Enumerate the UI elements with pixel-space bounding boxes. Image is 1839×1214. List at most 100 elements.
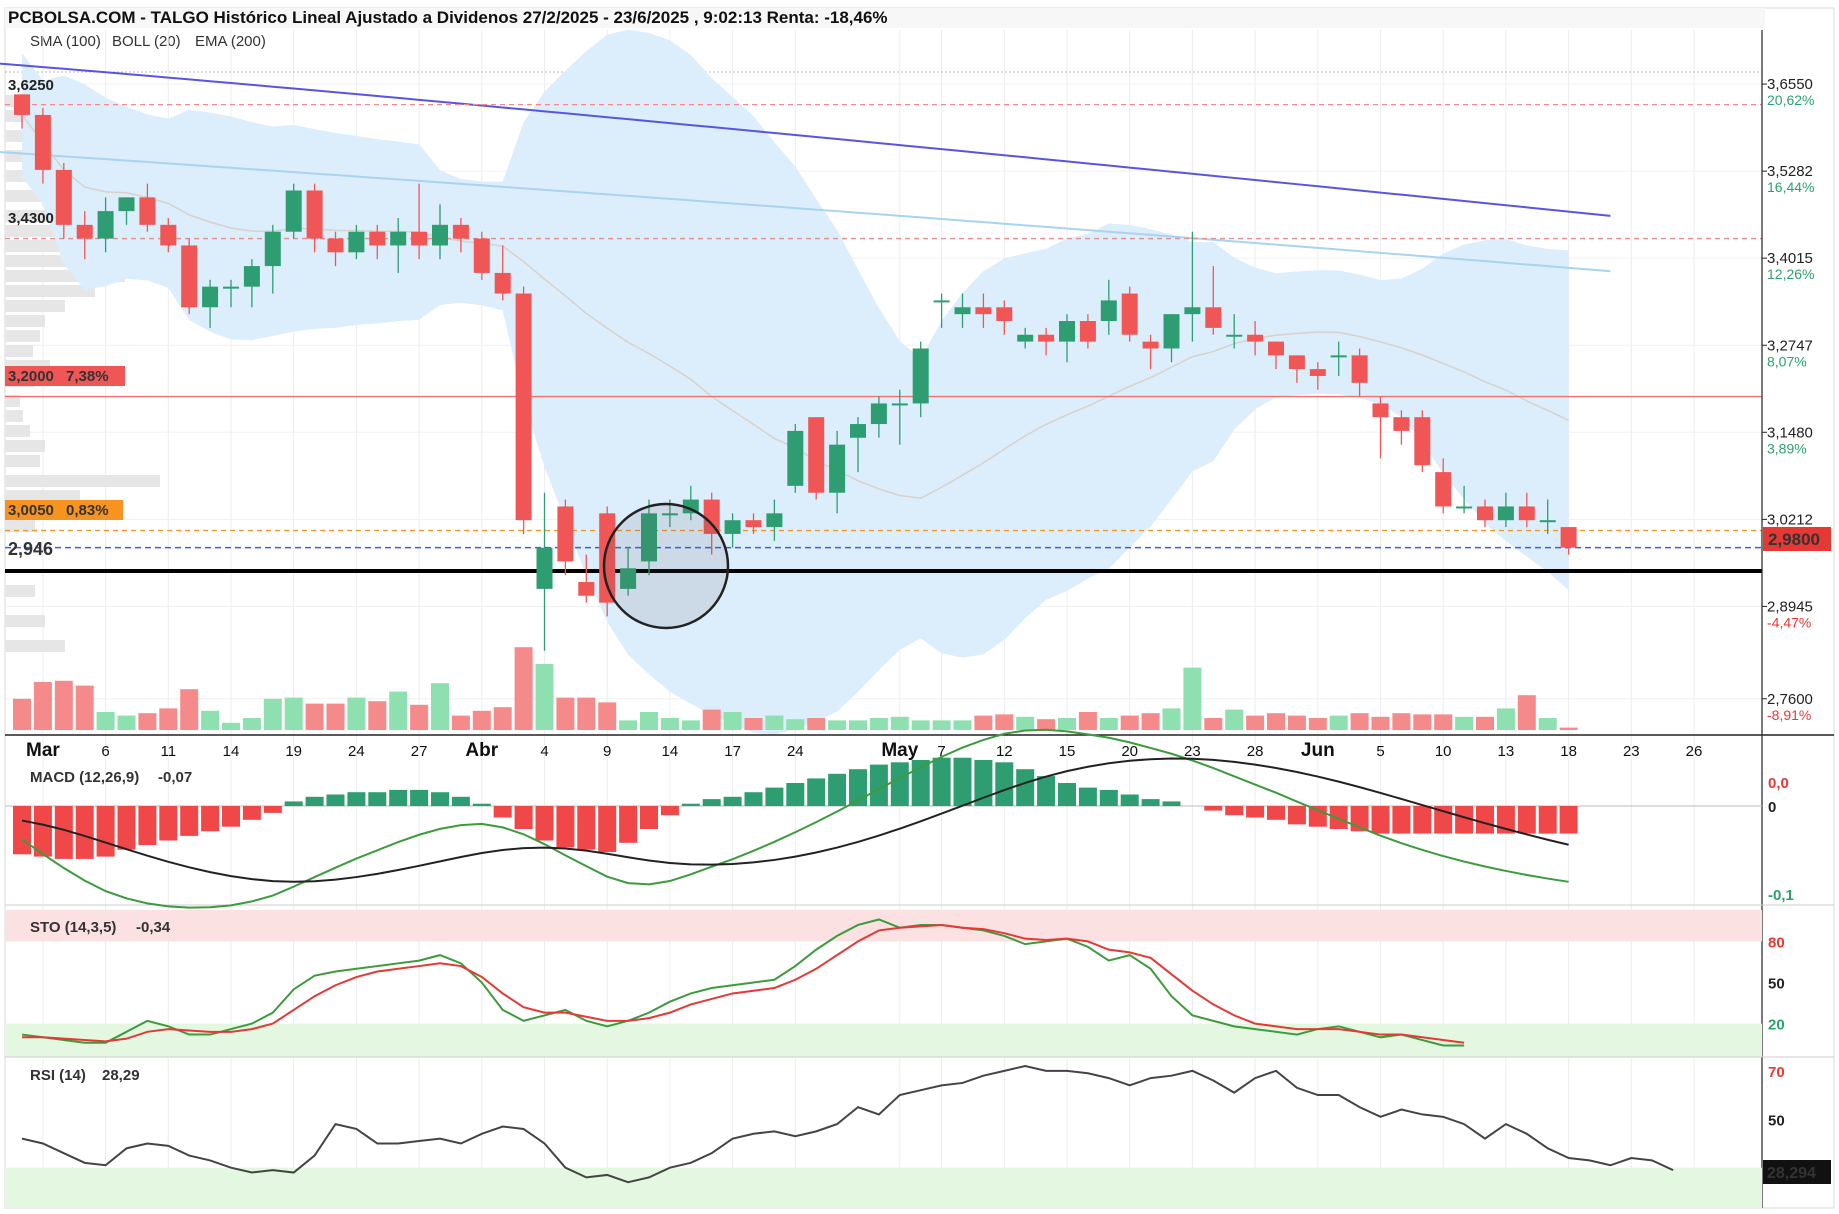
date-tick-label: 13: [1498, 743, 1515, 760]
macd-hist-bar: [1287, 806, 1306, 825]
macd-label: MACD (12,26,9): [30, 769, 139, 786]
macd-hist-bar: [1371, 806, 1390, 834]
volume-bar: [159, 708, 178, 730]
macd-hist-bar: [869, 764, 888, 806]
macd-hist-bar: [556, 806, 575, 848]
date-tick-label: 17: [724, 743, 741, 760]
price-tick-label: 3,4015: [1767, 250, 1813, 267]
sto-tick-label: 20: [1768, 1017, 1785, 1034]
date-tick-label: 27: [411, 743, 428, 760]
candle-body: [1518, 506, 1535, 521]
macd-hist-bar: [1308, 806, 1327, 827]
macd-hist-bar: [138, 806, 157, 846]
candle-body: [1226, 334, 1243, 337]
volume-bar: [368, 701, 387, 730]
legend-boll: BOLL (20): [112, 33, 181, 50]
price-tick-label: 3,6550: [1767, 76, 1813, 93]
volume-bar: [1037, 719, 1056, 730]
volume-bar: [1496, 708, 1515, 730]
candle-body: [369, 231, 386, 246]
candle-body: [306, 190, 323, 239]
candle-body: [1330, 355, 1347, 358]
sto-tick-label: 80: [1768, 934, 1785, 951]
date-tick-label: 10: [1435, 743, 1452, 760]
candle-body: [557, 506, 574, 562]
candle-body: [76, 224, 93, 239]
macd-hist-bar: [75, 806, 94, 859]
volume-bar: [1141, 713, 1160, 730]
rsi-current-badge: [1763, 1160, 1831, 1184]
candle-body: [703, 499, 720, 534]
macd-hist-bar: [1225, 806, 1244, 816]
price-tick-pct: 3,89%: [1767, 440, 1807, 456]
macd-hist-bar: [577, 806, 596, 850]
volume-bar: [995, 714, 1014, 730]
date-tick-label: 24: [787, 743, 804, 760]
candle-body: [1372, 403, 1389, 418]
rsi-tick-label: 70: [1768, 1064, 1785, 1081]
date-tick-label: 23: [1184, 743, 1201, 760]
macd-hist-bar: [1078, 787, 1097, 806]
macd-hist-bar: [514, 806, 533, 829]
volume-profile-bar: [5, 640, 65, 652]
candle-body: [264, 231, 281, 267]
rsi-line: [21, 1064, 1674, 1184]
legend-ema: EMA (200): [195, 33, 266, 50]
volume-bar: [1434, 714, 1453, 730]
candle-body: [432, 224, 448, 246]
volume-bar: [1476, 716, 1494, 730]
date-axis: Mar 6 11 14 19 24 27 Abr 4 9 14 17 24 May 7 12 15 20 23 28 J…: [5, 734, 1834, 761]
volume-bar: [514, 647, 533, 730]
candle-body: [1351, 355, 1368, 383]
volume-bar: [284, 697, 303, 730]
volume-profile-bar: [5, 615, 45, 627]
rsi-label: RSI (14): [30, 1067, 86, 1084]
volume-bar: [1538, 718, 1557, 730]
sto-label: STO (14,3,5): [30, 919, 116, 936]
macd-hist-bar: [681, 803, 700, 806]
level-label-3005: 3,0050: [8, 502, 54, 519]
rsi-panel: 70 50: [5, 1064, 1785, 1208]
volume-profile-bar: [5, 585, 35, 597]
level-label-3430: 3,4300: [8, 210, 54, 227]
candle-body: [620, 568, 637, 589]
volume-bar: [1350, 713, 1369, 730]
candle-body: [1497, 506, 1514, 521]
candle-body: [285, 190, 302, 232]
volume-bar: [13, 698, 31, 730]
volume-bar: [953, 720, 972, 730]
volume-bars: [13, 647, 1578, 730]
macd-signal-line: [21, 757, 1569, 883]
candle-body: [975, 307, 992, 315]
volume-bar: [890, 716, 909, 730]
level-label-3200: 3,2000: [8, 368, 54, 385]
date-tick-label: 11: [161, 743, 177, 760]
volume-bar: [1329, 715, 1348, 730]
candle-body: [1560, 527, 1577, 548]
legend-sma: SMA (100): [30, 33, 101, 50]
candle-body: [411, 231, 428, 246]
macd-hist-bar: [284, 801, 303, 806]
volume-profile-bar: [5, 490, 80, 502]
candle-body: [1414, 417, 1431, 466]
candle-body: [452, 224, 469, 239]
macd-hist-bar: [451, 796, 470, 806]
moving-averages: [0, 62, 1611, 273]
volume-bar: [1267, 713, 1285, 730]
candle-body: [97, 211, 114, 239]
candle-body: [1539, 520, 1556, 523]
candle-body: [891, 403, 908, 406]
date-tick-label: 14: [662, 743, 679, 760]
candle-body: [641, 513, 657, 562]
volume-profile-bar: [5, 395, 20, 407]
volume-bar: [1517, 695, 1536, 730]
sto-panel: 80 50 20: [5, 910, 1834, 1058]
volume-profile-bar: [5, 410, 23, 422]
macd-hist-bar: [1413, 806, 1432, 834]
date-tick-label: 4: [540, 743, 548, 760]
volume-profile-bar: [5, 300, 65, 312]
volume-bar: [786, 719, 805, 730]
candle-body: [912, 348, 929, 404]
candle-body: [1184, 307, 1201, 315]
